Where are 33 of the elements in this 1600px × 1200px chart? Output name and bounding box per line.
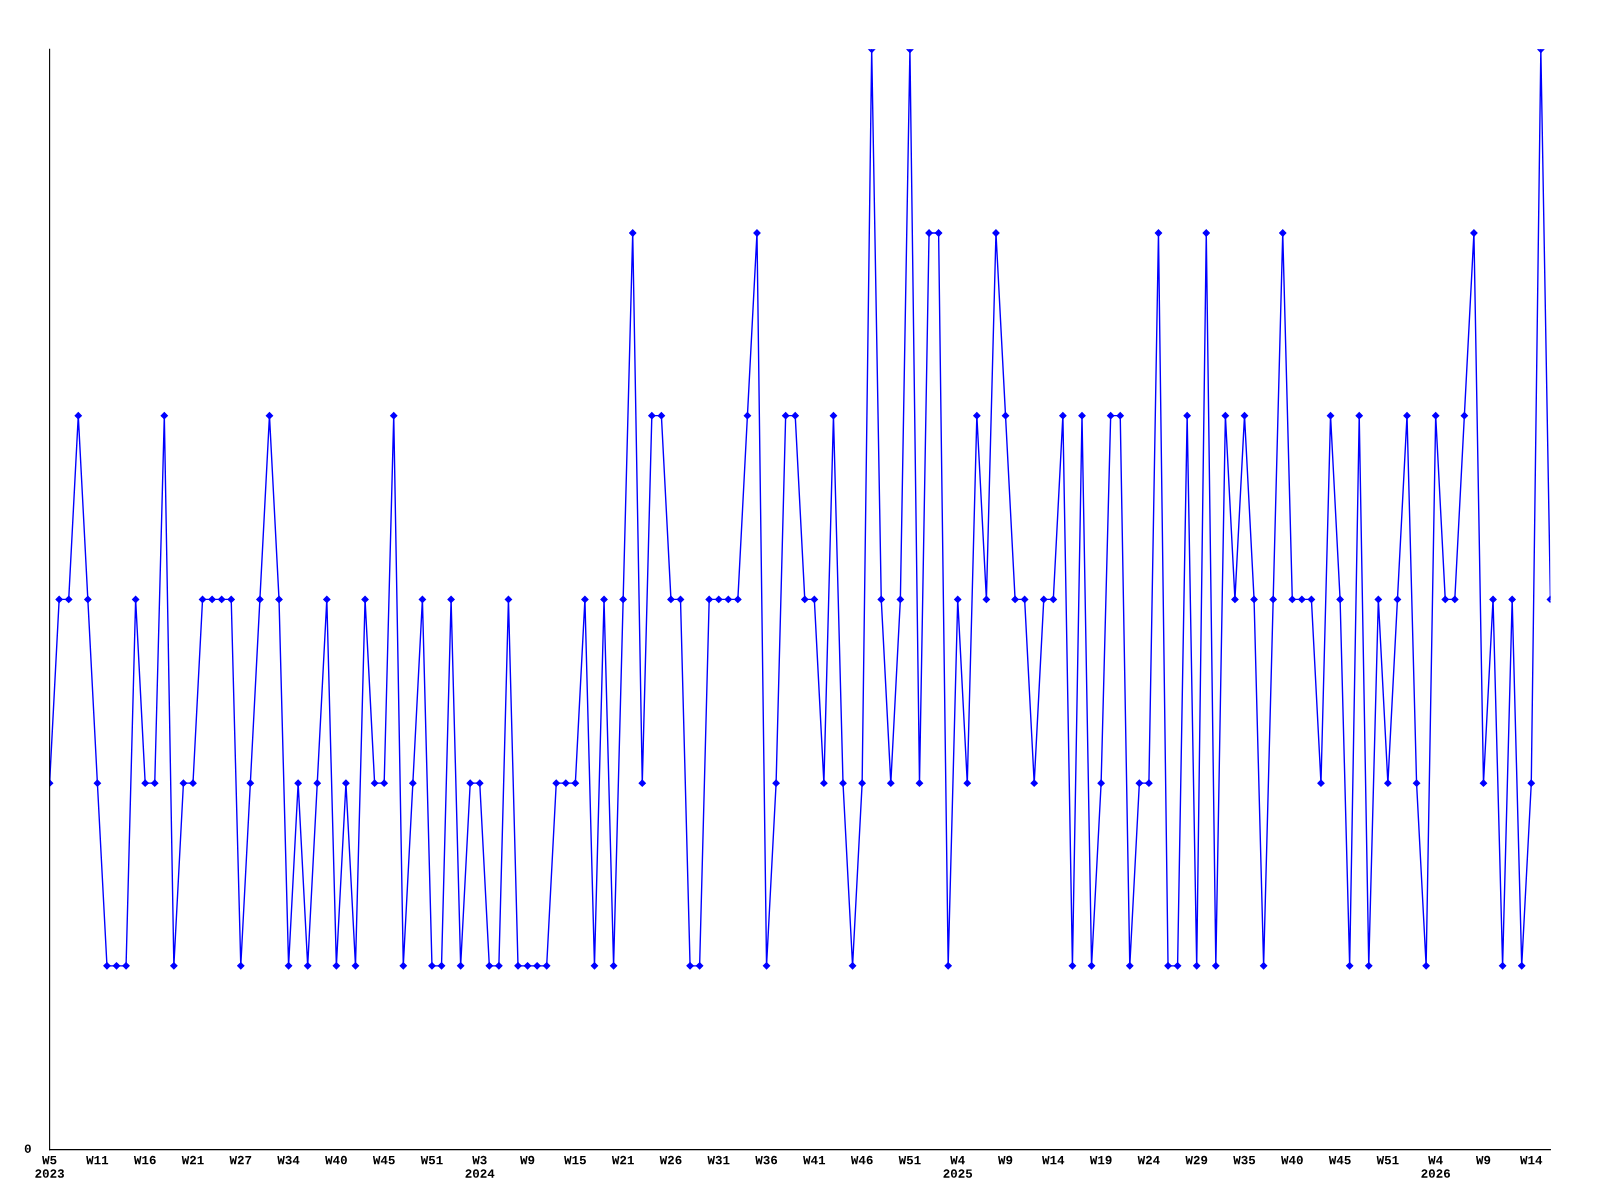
x-tick-label: W4 2025 bbox=[943, 1155, 973, 1178]
x-tick-label: W21 bbox=[611, 1155, 634, 1165]
x-tick-label: W11 bbox=[86, 1155, 109, 1165]
x-tick-label: W31 bbox=[707, 1155, 730, 1165]
text: 0 bbox=[24, 1144, 31, 1153]
x-tick-label: W41 bbox=[803, 1155, 826, 1165]
x-tick-label: W9 bbox=[520, 1155, 535, 1165]
x-tick-label: W9 bbox=[1475, 1155, 1491, 1165]
x-tick-label: W21 bbox=[181, 1155, 204, 1165]
x-tick-label: W35 bbox=[1233, 1155, 1256, 1165]
x-tick-label: W45 bbox=[372, 1155, 395, 1165]
x-tick-label: W4 2026 bbox=[1421, 1155, 1450, 1178]
x-tick-label: W40 bbox=[325, 1155, 347, 1165]
x-tick-label: W45 bbox=[1328, 1155, 1351, 1165]
x-tick-label: W19 bbox=[1089, 1155, 1112, 1165]
x-tick-label: W51 bbox=[420, 1155, 443, 1165]
x-tick-label: W46 bbox=[850, 1155, 873, 1165]
x-tick-label: W34 bbox=[277, 1155, 300, 1165]
x-tick-label: W15 bbox=[564, 1155, 586, 1165]
x-tick-label: W3 2024 bbox=[465, 1155, 495, 1178]
x-tick-label: W26 bbox=[659, 1155, 682, 1165]
x-tick-label: W27 bbox=[229, 1155, 252, 1165]
x-tick-label: W40 bbox=[1281, 1155, 1303, 1165]
x-tick-label: W51 bbox=[1376, 1155, 1399, 1165]
x-tick-label: W51 bbox=[898, 1155, 921, 1165]
x-tick-label: W14 bbox=[1042, 1155, 1065, 1165]
x-tick-label: W29 bbox=[1185, 1155, 1208, 1165]
x-tick-label: W36 bbox=[755, 1155, 778, 1165]
x-tick-label: W5 2023 bbox=[35, 1155, 64, 1178]
x-tick-label: W16 bbox=[133, 1155, 156, 1165]
x-tick-label: W9 bbox=[998, 1155, 1013, 1165]
x-tick-label: W14 bbox=[1520, 1155, 1543, 1165]
x-tick-label: W24 bbox=[1137, 1155, 1160, 1165]
